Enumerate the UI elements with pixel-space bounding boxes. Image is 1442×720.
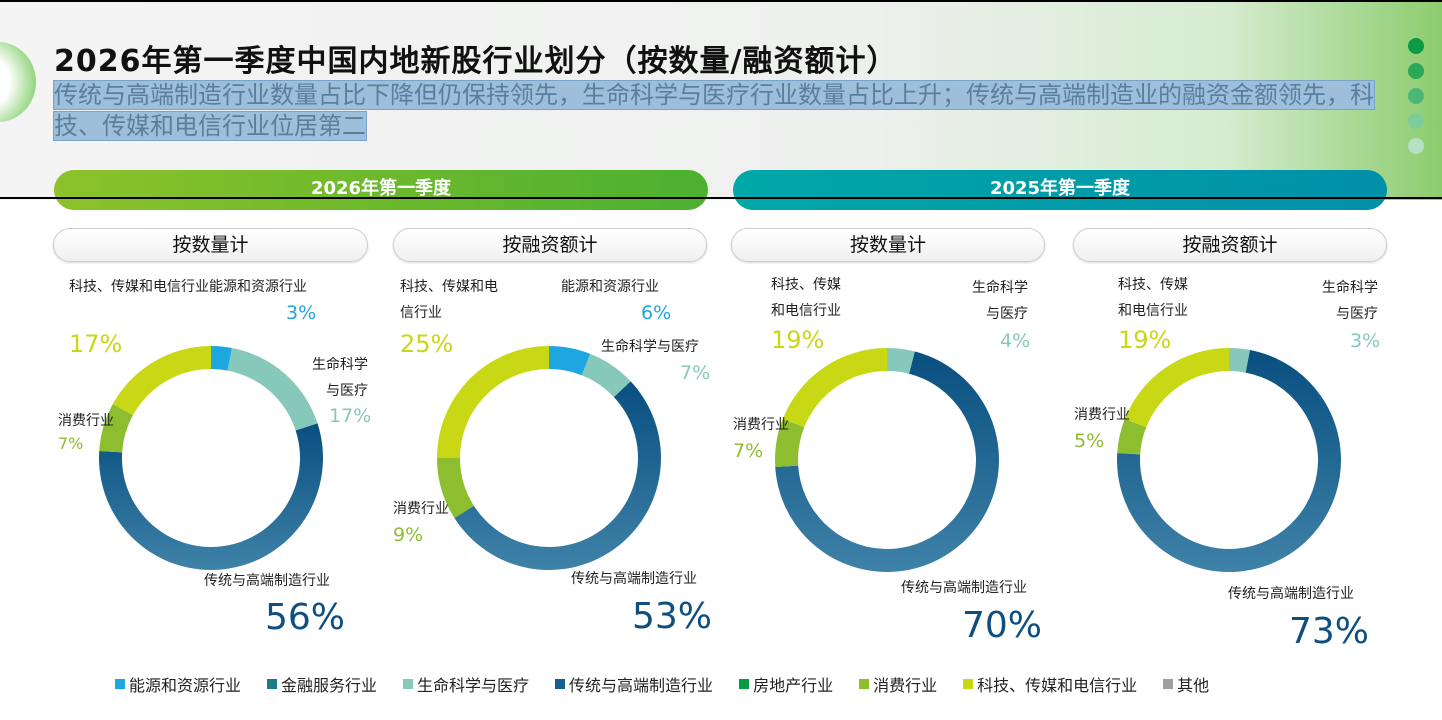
- pct-tech: 25%: [400, 330, 454, 358]
- legend-item-realestate: 房地产行业: [739, 672, 833, 696]
- legend-item-consumer: 消费行业: [859, 672, 937, 696]
- donut-slice-tech: [112, 346, 211, 416]
- label-consumer: 消费行业: [58, 413, 114, 429]
- legend-label: 能源和资源行业: [129, 676, 242, 695]
- label-life: 生命科学与医疗: [601, 339, 699, 355]
- legend-item-finance: 金融服务行业: [267, 672, 377, 696]
- legend-label: 科技、传媒和电信行业: [977, 676, 1138, 695]
- donut-slice-tech: [782, 348, 887, 428]
- legend-swatch: [403, 679, 414, 689]
- legend-swatch: [963, 679, 974, 689]
- label-manufacturing: 传统与高端制造行业: [571, 571, 697, 587]
- legend-label: 金融服务行业: [281, 676, 378, 695]
- dot-icon: [1408, 88, 1424, 104]
- label-life: 生命科学与医疗: [1322, 280, 1378, 322]
- chart-title-2025-count: 按数量计: [731, 228, 1045, 262]
- donut-slice-energy: [211, 346, 232, 371]
- legend-item-manufacturing: 传统与高端制造行业: [555, 672, 713, 696]
- dot-icon: [1408, 113, 1424, 129]
- donut-slice-life: [1229, 348, 1250, 373]
- pct-energy: 3%: [286, 302, 317, 324]
- donut-slice-energy: [549, 346, 591, 376]
- donut-slice-consumer: [437, 458, 474, 519]
- donut-slice-tech: [437, 346, 549, 458]
- donut-slice-consumer: [99, 404, 134, 453]
- legend-label: 生命科学与医疗: [417, 676, 530, 695]
- donut-slice-manufacturing: [454, 381, 661, 570]
- pct-life: 7%: [680, 362, 711, 384]
- legend-item-other: 其他: [1163, 672, 1209, 696]
- pct-manufacturing: 73%: [1289, 611, 1370, 652]
- legend-swatch: [115, 679, 125, 689]
- pct-consumer: 7%: [733, 440, 764, 462]
- donut-slice-consumer: [775, 418, 805, 468]
- dot-icon: [1408, 38, 1424, 54]
- label-life: 生命科学与医疗: [312, 357, 368, 399]
- pct-manufacturing: 53%: [632, 596, 713, 637]
- label-tech: 科技、传媒和电信行业: [400, 279, 498, 321]
- pct-life: 3%: [1350, 330, 1381, 352]
- label-consumer: 消费行业: [393, 501, 449, 517]
- page-dots: [1408, 38, 1424, 163]
- pct-tech: 19%: [771, 326, 825, 354]
- pct-consumer: 5%: [1074, 430, 1105, 452]
- donut-slice-life: [227, 347, 318, 431]
- donut-slice-manufacturing: [99, 423, 324, 570]
- pct-tech: 19%: [1118, 326, 1172, 354]
- divider: [0, 0, 1442, 2]
- label-manufacturing: 传统与高端制造行业: [204, 573, 330, 589]
- legend-label: 房地产行业: [753, 676, 834, 695]
- donut-slice-life: [887, 348, 915, 374]
- chart-title-2025-amount: 按融资额计: [1073, 228, 1387, 262]
- label-tech: 科技、传媒和电信行业: [69, 279, 209, 295]
- legend-swatch: [267, 679, 278, 689]
- legend-swatch: [555, 679, 566, 689]
- legend-swatch: [1163, 679, 1174, 689]
- pct-tech: 17%: [69, 330, 123, 358]
- dot-icon: [1408, 138, 1424, 154]
- pct-consumer: 9%: [393, 524, 424, 546]
- subtitle: 传统与高端制造行业数量占比下降但仍保持领先，生命科学与医疗行业数量占比上升；传统…: [53, 80, 1375, 142]
- label-consumer: 消费行业: [1074, 407, 1130, 423]
- legend-label: 其他: [1177, 676, 1210, 695]
- label-consumer: 消费行业: [733, 417, 789, 433]
- label-energy: 能源和资源行业: [209, 279, 307, 295]
- legend-label: 消费行业: [873, 676, 938, 695]
- donut-slice-consumer: [1117, 418, 1147, 455]
- legend-item-life: 生命科学与医疗: [403, 672, 529, 696]
- page-title: 2026年第一季度中国内地新股行业划分（按数量/融资额计）: [54, 44, 898, 79]
- legend: 能源和资源行业 金融服务行业 生命科学与医疗 传统与高端制造行业 房地产行业 消费行业 科技…: [115, 672, 1235, 696]
- dot-icon: [1408, 63, 1424, 79]
- label-tech: 科技、传媒和电信行业: [1118, 277, 1188, 319]
- label-life: 生命科学与医疗: [972, 280, 1028, 322]
- chart-title-2026-amount: 按融资额计: [393, 228, 707, 262]
- label-tech: 科技、传媒和电信行业: [771, 277, 841, 319]
- legend-swatch: [859, 679, 870, 689]
- pct-manufacturing: 56%: [265, 597, 346, 638]
- period-header-2026: 2026年第一季度: [54, 170, 708, 210]
- pct-energy: 6%: [641, 302, 672, 324]
- legend-item-tech: 科技、传媒和电信行业: [963, 672, 1137, 696]
- legend-label: 传统与高端制造行业: [569, 676, 714, 695]
- label-manufacturing: 传统与高端制造行业: [901, 580, 1027, 596]
- legend-swatch: [739, 679, 750, 689]
- pct-manufacturing: 70%: [962, 605, 1043, 646]
- pct-life: 17%: [329, 405, 372, 427]
- legend-item-energy: 能源和资源行业: [115, 672, 241, 696]
- donut-slice-tech: [1124, 348, 1229, 428]
- period-header-2025: 2025年第一季度: [733, 170, 1387, 210]
- chart-title-2026-count: 按数量计: [53, 228, 368, 262]
- pct-life: 4%: [1000, 330, 1031, 352]
- label-energy: 能源和资源行业: [561, 279, 659, 295]
- pct-consumer: 7%: [58, 434, 84, 453]
- donut-slice-life: [581, 353, 631, 398]
- divider: [0, 197, 1442, 199]
- label-manufacturing: 传统与高端制造行业: [1228, 586, 1354, 602]
